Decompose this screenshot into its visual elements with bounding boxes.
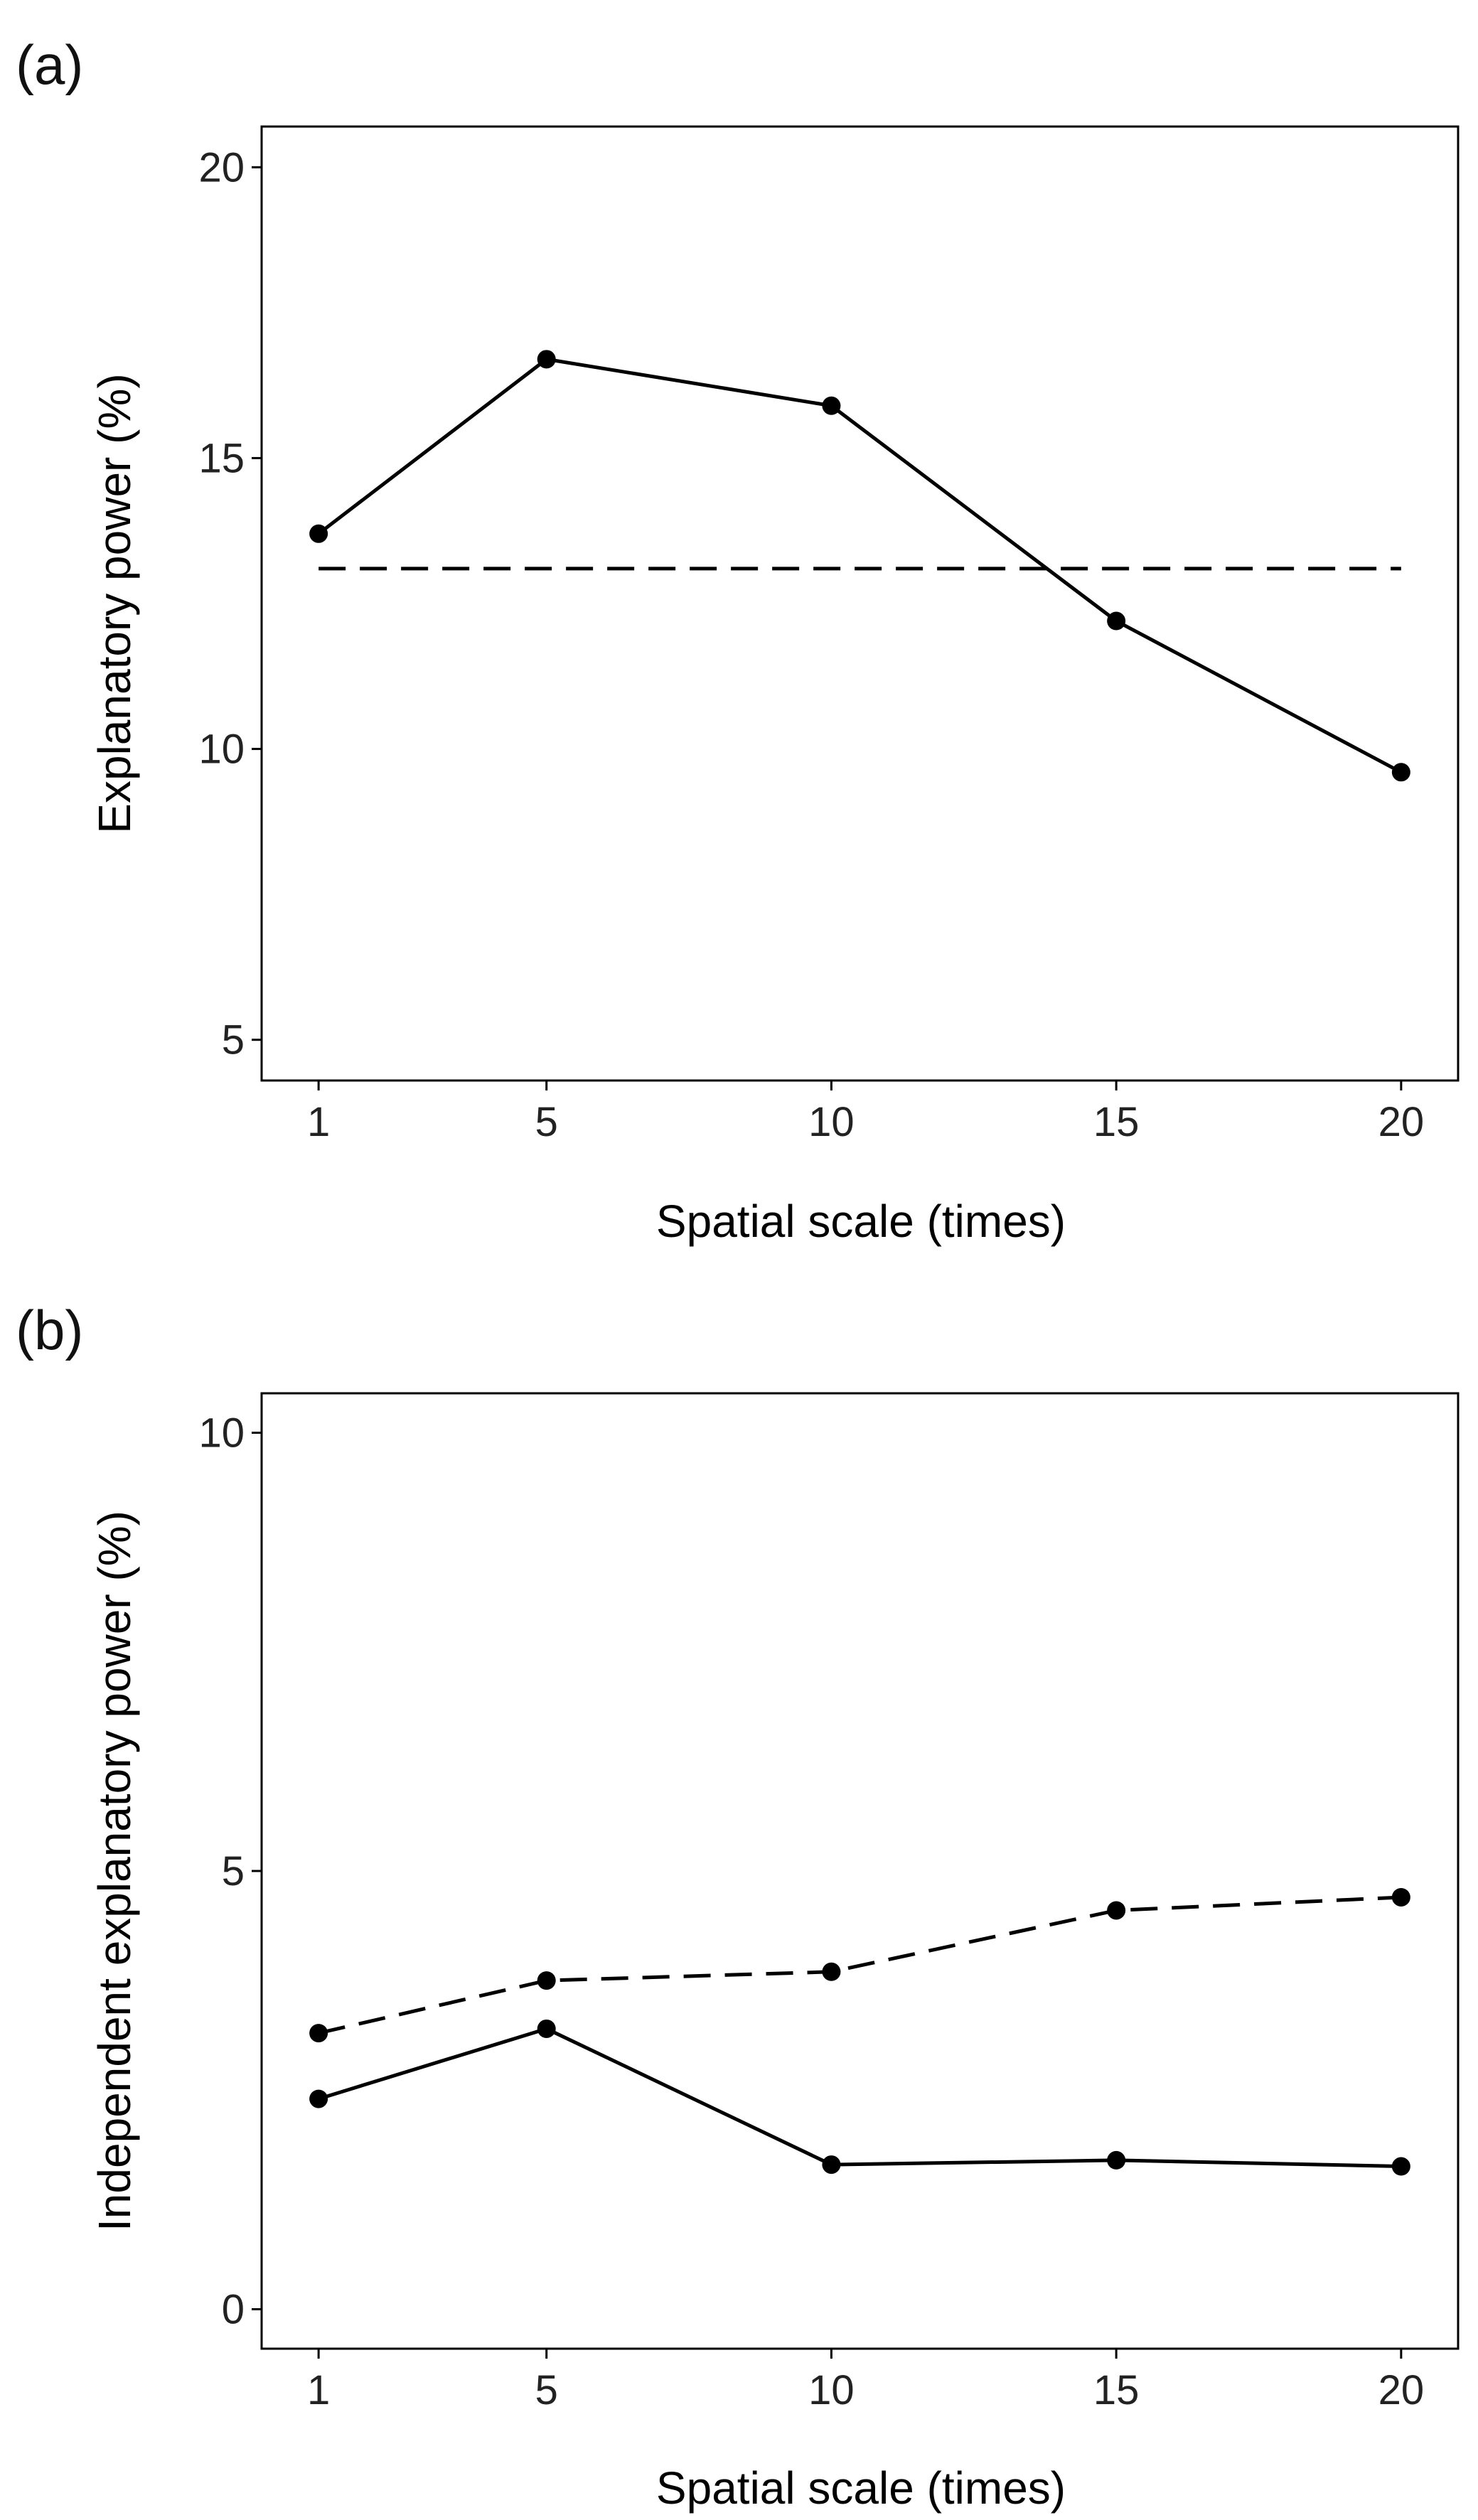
panel-a-label: (a) xyxy=(16,33,83,96)
panel-b-data-point xyxy=(309,2089,328,2108)
panel-b-x-tick-label: 5 xyxy=(535,2367,558,2413)
panel-b-data-point xyxy=(822,2155,841,2175)
panel-b-x-tick-label: 10 xyxy=(808,2367,855,2413)
panel-a-x-tick-label: 5 xyxy=(535,1099,558,1145)
panel-b-x-tick-label: 20 xyxy=(1378,2367,1425,2413)
panel-a-data-point xyxy=(537,350,556,369)
panel-a-x-axis-title: Spatial scale (times) xyxy=(656,1196,1066,1247)
panel-b-data-point xyxy=(1107,2150,1126,2170)
panel-b-marks xyxy=(309,1887,1410,2176)
panel-b-y-axis-title: Independent explanatory power (%) xyxy=(89,1511,140,2231)
panel-b-data-point xyxy=(1391,2157,1410,2176)
panel-a-x-tick-label: 10 xyxy=(808,1099,855,1145)
panel-b-y-tick-label: 10 xyxy=(198,1410,245,1456)
panel-a-y-tick-label: 10 xyxy=(198,726,245,773)
panel-a-plot-frame xyxy=(260,125,1460,1082)
panel-b-data-point xyxy=(537,2019,556,2038)
panel-b-data-point xyxy=(309,2024,328,2043)
panel-a-data-point xyxy=(822,396,841,415)
panel-b-x-axis: 1 5 10 15 20 xyxy=(307,2349,1424,2413)
panel-a-y-tick-label: 5 xyxy=(222,1017,245,1063)
panel-b-series-line-solid xyxy=(318,2027,1401,2169)
panel-a-x-axis: 1 5 10 15 20 xyxy=(307,1081,1424,1145)
panel-b-label: (b) xyxy=(16,1299,83,1361)
panel-b-series-line-dashed xyxy=(318,1895,1401,2035)
panel-a-x-tick-label: 1 xyxy=(307,1099,330,1145)
panel-b-data-point xyxy=(537,1971,556,1990)
panel-b-data-point xyxy=(822,1962,841,1981)
panel-a-y-tick-label: 20 xyxy=(198,144,245,191)
panel-b-data-point xyxy=(1107,1901,1126,1920)
panel-b-y-tick-label: 5 xyxy=(222,1848,245,1894)
panel-a-marks xyxy=(309,350,1410,782)
panel-b-plot-frame xyxy=(260,1392,1460,2350)
panel-a-y-tick-label: 15 xyxy=(198,435,245,481)
panel-b-x-axis-title: Spatial scale (times) xyxy=(656,2462,1066,2514)
panel-b-x-tick-label: 1 xyxy=(307,2367,330,2413)
panel-a-data-point xyxy=(309,524,328,543)
panel-b-y-axis: 0 5 10 xyxy=(198,1410,262,2333)
panel-b-data-point xyxy=(1391,1887,1410,1907)
panel-a-data-point xyxy=(1391,763,1410,782)
panel-a-x-tick-label: 20 xyxy=(1378,1099,1425,1145)
panel-b-x-tick-label: 15 xyxy=(1093,2367,1140,2413)
panel-a-x-tick-label: 15 xyxy=(1093,1099,1140,1145)
panel-b-y-tick-label: 0 xyxy=(222,2287,245,2333)
panel-a-y-axis-title: Explanatory power (%) xyxy=(89,373,140,833)
panel-a-data-point xyxy=(1107,611,1126,631)
panel-a-series-line-solid xyxy=(317,357,1403,774)
panel-a-y-axis: 5 10 15 20 xyxy=(198,144,262,1063)
